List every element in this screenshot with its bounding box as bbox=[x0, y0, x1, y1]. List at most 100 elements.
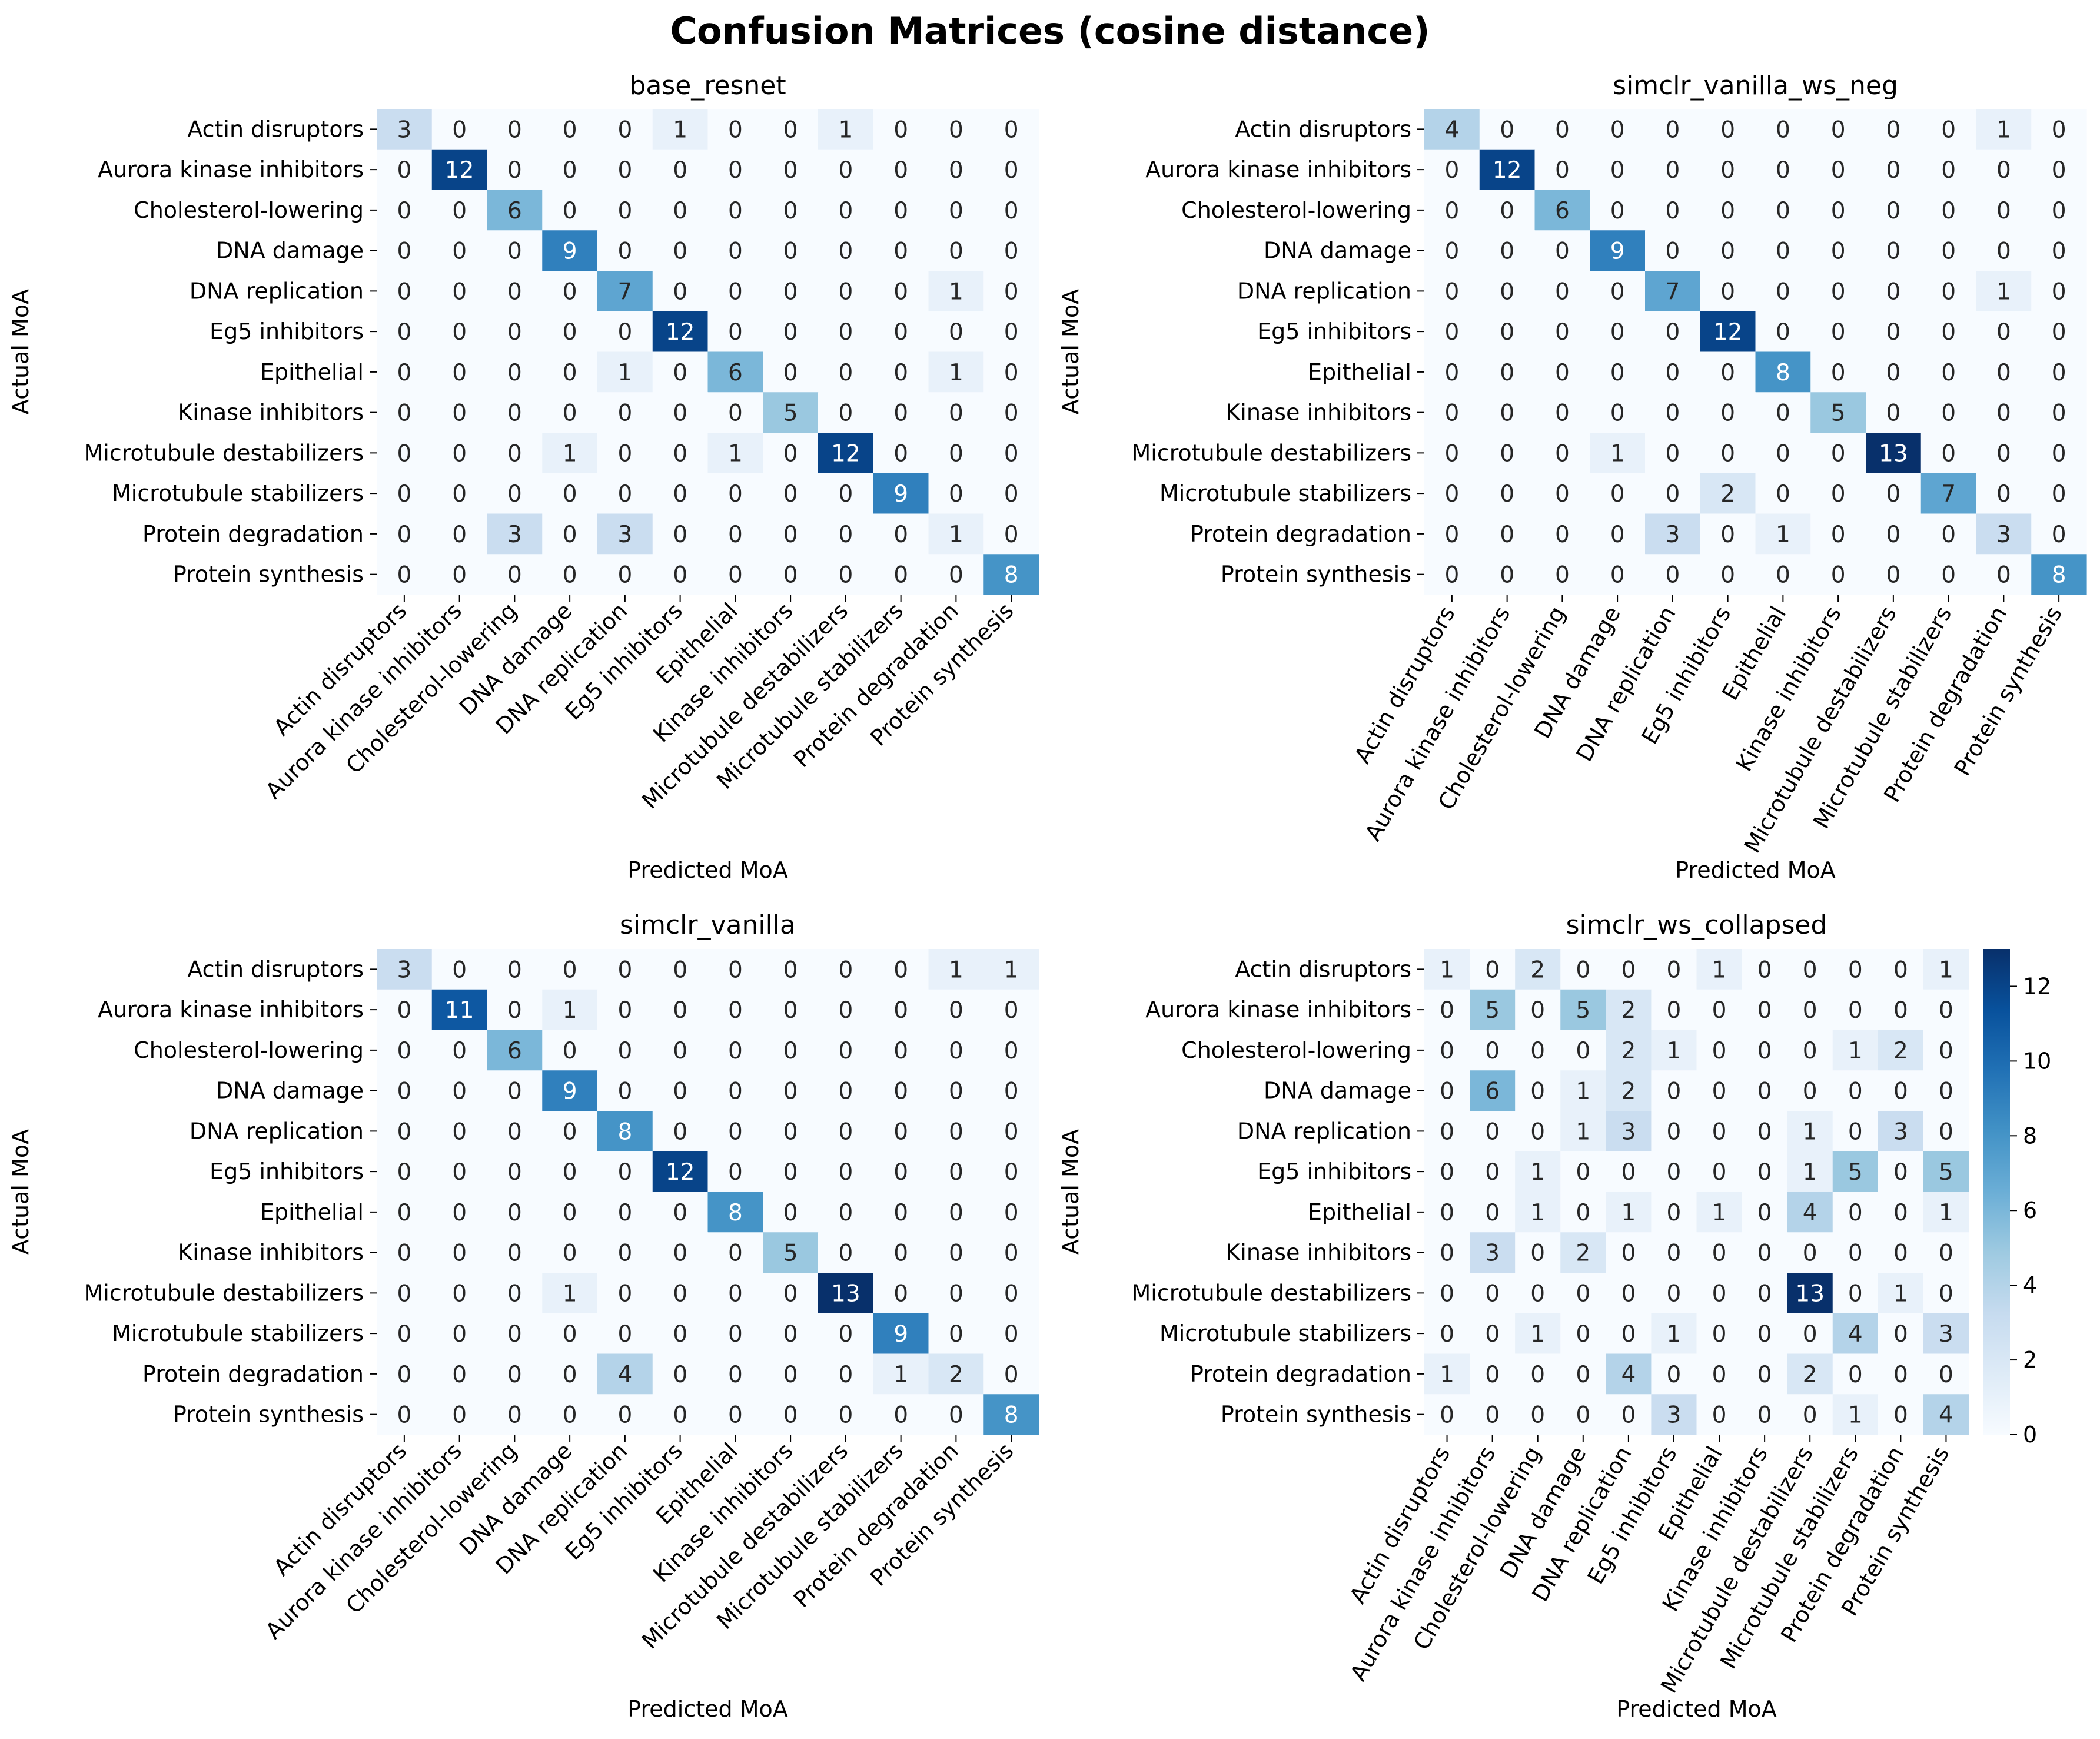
heatmap-cell bbox=[1424, 351, 1480, 393]
cell-value-label: 6 bbox=[507, 1038, 522, 1064]
heatmap-cell bbox=[1976, 190, 2032, 231]
heatmap-cell bbox=[1700, 109, 1756, 150]
cell-value-label: 0 bbox=[1004, 1280, 1019, 1307]
heatmap-cell bbox=[377, 230, 433, 271]
heatmap-cell bbox=[1424, 109, 1480, 150]
heatmap-cell bbox=[873, 1192, 929, 1233]
cell-value-label: 0 bbox=[1621, 1280, 1636, 1307]
cell-value-label: 9 bbox=[563, 238, 577, 265]
heatmap-cell bbox=[818, 433, 874, 474]
cell-value-label: 12 bbox=[445, 157, 474, 184]
heatmap-cell bbox=[983, 513, 1039, 555]
cell-value-label: 0 bbox=[397, 1078, 411, 1105]
cell-value-label: 7 bbox=[1941, 481, 1956, 507]
heatmap-cell bbox=[542, 1394, 598, 1435]
cell-value-label: 0 bbox=[397, 1402, 411, 1429]
cell-value-label: 0 bbox=[838, 198, 853, 224]
heatmap-cell bbox=[377, 1070, 433, 1111]
cell-value-label: 0 bbox=[728, 957, 743, 983]
heatmap-cell bbox=[1742, 949, 1788, 990]
cell-value-label: 1 bbox=[1803, 1159, 1817, 1186]
cell-value-label: 0 bbox=[1555, 400, 1570, 427]
heatmap-cell bbox=[1920, 392, 1977, 433]
y-axis-label: Actual MoA bbox=[1058, 289, 1084, 414]
y-tick-label: Kinase inhibitors bbox=[1225, 1240, 1411, 1266]
heatmap-cell bbox=[542, 1111, 598, 1152]
cell-value-label: 0 bbox=[1893, 1321, 1908, 1348]
heatmap-cell bbox=[818, 351, 874, 393]
cell-value-label: 0 bbox=[728, 319, 743, 346]
heatmap-cell bbox=[1515, 949, 1561, 990]
heatmap-cell bbox=[1651, 1070, 1697, 1111]
heatmap-cell bbox=[1787, 1394, 1833, 1435]
heatmap-cell bbox=[652, 1151, 709, 1193]
heatmap-cell bbox=[1651, 1313, 1697, 1355]
cell-value-label: 0 bbox=[1776, 481, 1790, 507]
heatmap-cell bbox=[2031, 473, 2087, 515]
heatmap-cell bbox=[1590, 473, 1646, 515]
heatmap-cell bbox=[818, 190, 874, 231]
heatmap-cell bbox=[873, 989, 929, 1031]
cell-value-label: 0 bbox=[1004, 238, 1019, 265]
cell-value-label: 0 bbox=[1886, 481, 1900, 507]
heatmap-cell bbox=[763, 554, 819, 595]
heatmap-cell bbox=[1470, 1353, 1516, 1395]
cell-value-label: 0 bbox=[1440, 1119, 1454, 1145]
cell-value-label: 0 bbox=[397, 360, 411, 386]
heatmap-cell bbox=[1742, 1111, 1788, 1152]
heatmap-cell bbox=[763, 109, 819, 150]
cell-value-label: 0 bbox=[1831, 238, 1846, 265]
heatmap-cell bbox=[377, 513, 433, 555]
cell-value-label: 0 bbox=[1610, 562, 1625, 589]
cell-value-label: 0 bbox=[1665, 481, 1680, 507]
heatmap-cell bbox=[1878, 1313, 1924, 1355]
heatmap-cell bbox=[928, 1070, 984, 1111]
heatmap-cell bbox=[1976, 392, 2032, 433]
heatmap-cell bbox=[652, 949, 709, 990]
cell-value-label: 0 bbox=[507, 319, 522, 346]
heatmap-cell bbox=[1534, 271, 1590, 312]
cell-value-label: 0 bbox=[728, 1038, 743, 1064]
heatmap-cell bbox=[1606, 989, 1652, 1031]
heatmap-cell bbox=[487, 190, 543, 231]
cell-value-label: 1 bbox=[1621, 1200, 1636, 1226]
y-tick-label: Cholesterol-lowering bbox=[134, 197, 364, 223]
heatmap-cell bbox=[431, 351, 488, 393]
cell-value-label: 0 bbox=[1610, 400, 1625, 427]
cell-value-label: 0 bbox=[1941, 440, 1956, 467]
heatmap-cell bbox=[928, 989, 984, 1031]
cell-value-label: 0 bbox=[783, 117, 798, 143]
heatmap-cell bbox=[597, 513, 653, 555]
cell-value-label: 0 bbox=[452, 1119, 467, 1145]
heatmap-cell bbox=[1424, 1394, 1470, 1435]
cell-value-label: 0 bbox=[1886, 238, 1900, 265]
heatmap-cell bbox=[2031, 230, 2087, 271]
cell-value-label: 0 bbox=[1803, 957, 1817, 983]
heatmap-cell bbox=[707, 1070, 763, 1111]
cell-value-label: 0 bbox=[452, 278, 467, 305]
heatmap-cell bbox=[652, 433, 709, 474]
heatmap-cell bbox=[597, 1273, 653, 1314]
heatmap-cell bbox=[597, 989, 653, 1031]
cell-value-label: 1 bbox=[1667, 1038, 1682, 1064]
cell-value-label: 0 bbox=[838, 1321, 853, 1348]
heatmap-cell bbox=[597, 554, 653, 595]
heatmap-cell bbox=[1787, 1030, 1833, 1071]
heatmap-cell bbox=[1755, 351, 1811, 393]
heatmap-cell bbox=[763, 473, 819, 515]
heatmap-cell bbox=[1878, 1273, 1924, 1314]
heatmap-cell bbox=[818, 392, 874, 433]
heatmap-cell bbox=[487, 149, 543, 191]
cell-value-label: 4 bbox=[1621, 1362, 1636, 1388]
cell-value-label: 0 bbox=[617, 1240, 632, 1267]
y-tick-label: Microtubule stabilizers bbox=[112, 480, 364, 506]
heatmap-cell bbox=[487, 1070, 543, 1111]
x-tick-label: Actin disruptors bbox=[1350, 602, 1460, 768]
cell-value-label: 0 bbox=[397, 562, 411, 589]
heatmap-cell bbox=[431, 513, 488, 555]
heatmap-cell bbox=[763, 1070, 819, 1111]
heatmap-cell bbox=[377, 1353, 433, 1395]
heatmap-cell bbox=[1534, 392, 1590, 433]
cell-value-label: 0 bbox=[1485, 1200, 1500, 1226]
cell-value-label: 0 bbox=[2052, 481, 2066, 507]
